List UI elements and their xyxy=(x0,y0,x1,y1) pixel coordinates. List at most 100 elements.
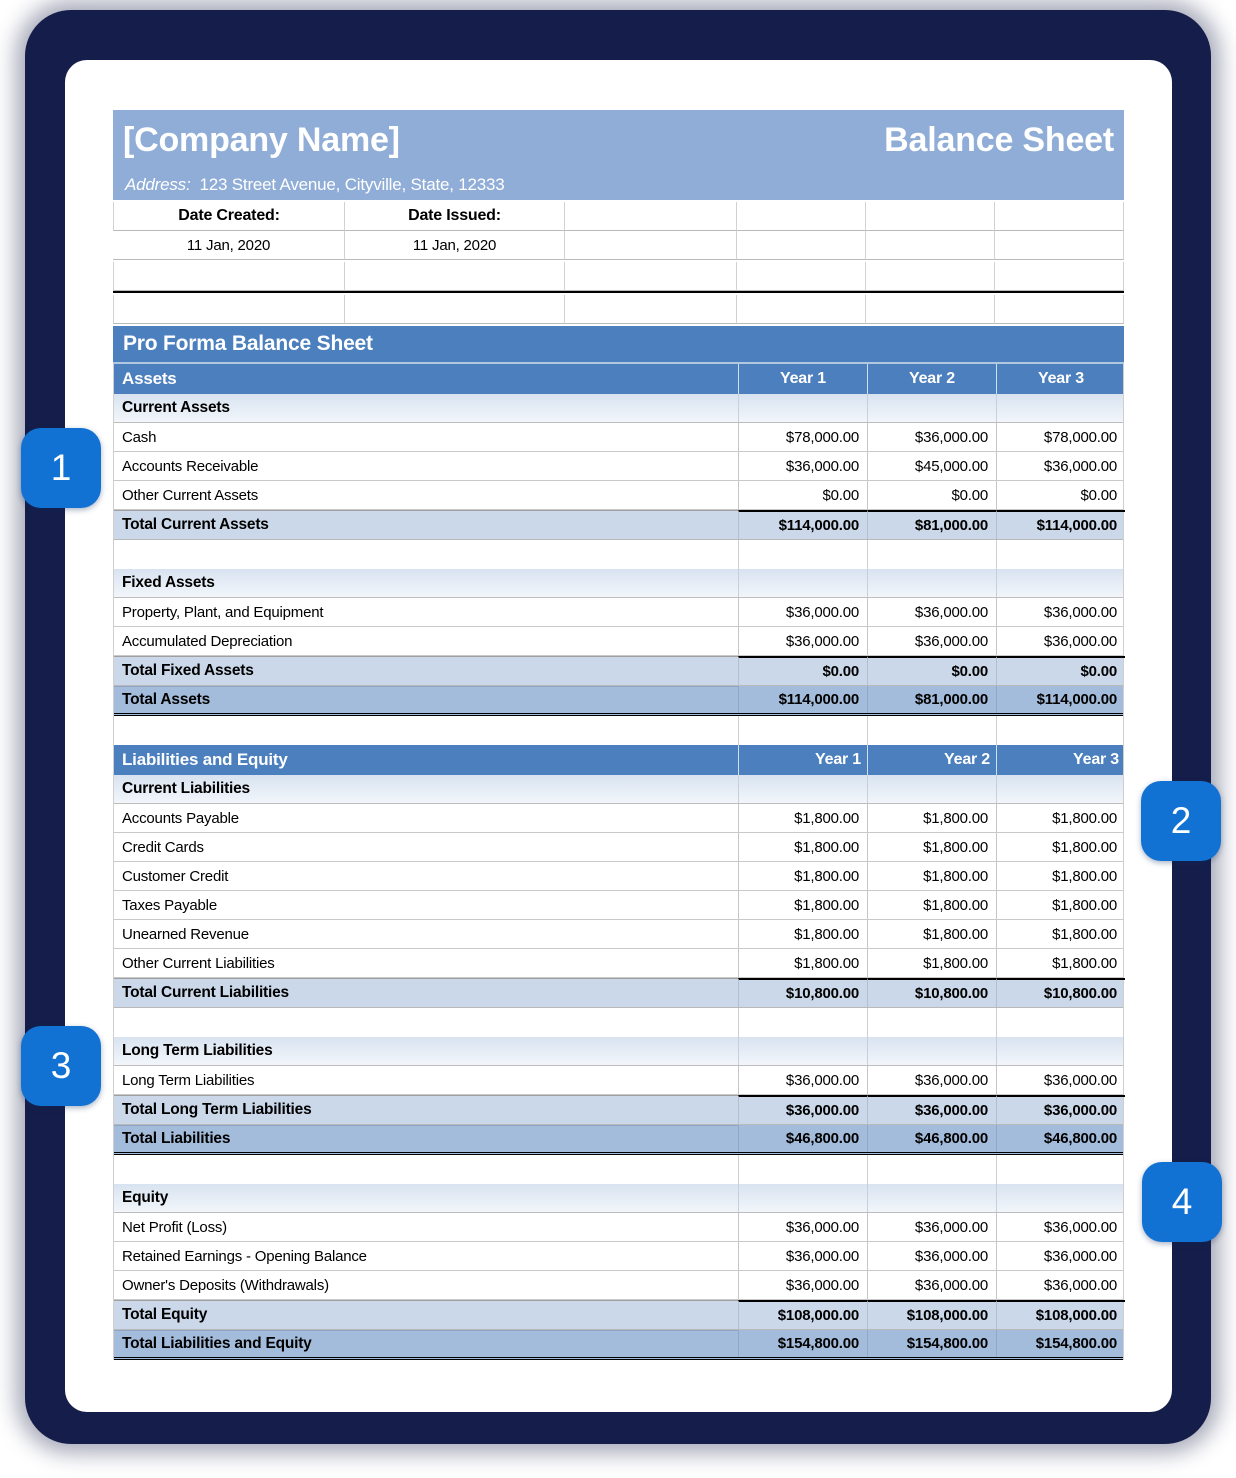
table-row-accounts-receivable: Accounts Receivable $36,000.00 $45,000.00 $… xyxy=(114,452,1123,481)
row-value xyxy=(867,394,996,422)
table-row-spacer xyxy=(114,716,1123,745)
address-label: Address: xyxy=(125,175,191,194)
table-row-total-long-term-liabilities: Total Long Term Liabilities $36,000.00 $36… xyxy=(114,1095,1125,1125)
row-label: Current Liabilities xyxy=(122,780,250,797)
row-value xyxy=(867,540,996,569)
step-badge-3[interactable]: 3 xyxy=(21,1026,101,1106)
row-value: $154,800.00 xyxy=(867,1330,996,1357)
liabilities-and-equity-table: Liabilities and Equity Year 1 Year 2 Year 3… xyxy=(113,745,1125,1360)
row-value xyxy=(996,775,1125,803)
row-value: $0.00 xyxy=(738,656,867,685)
row-value: $1,800.00 xyxy=(996,833,1125,861)
table-row-accounts-payable: Accounts Payable $1,800.00 $1,800.00 $1,800… xyxy=(114,804,1123,833)
table-row-customer-credit: Customer Credit $1,800.00 $1,800.00 $1,800.… xyxy=(114,862,1123,891)
row-value: $46,800.00 xyxy=(738,1125,867,1152)
table-row-other-current-liabilities: Other Current Liabilities $1,800.00 $1,800… xyxy=(114,949,1123,978)
row-value: $114,000.00 xyxy=(738,686,867,713)
row-value: $1,800.00 xyxy=(867,804,996,832)
company-header-top-row: [Company Name] Balance Sheet xyxy=(113,110,1124,170)
row-value: $36,000.00 xyxy=(738,1095,867,1124)
row-value: $1,800.00 xyxy=(738,804,867,832)
step-badge-2[interactable]: 2 xyxy=(1141,781,1221,861)
empty-cell xyxy=(737,231,866,260)
row-label: Property, Plant, and Equipment xyxy=(122,603,324,621)
row-label: Total Equity xyxy=(114,1300,738,1329)
row-label: Taxes Payable xyxy=(122,896,217,914)
address-row: Address: 123 Street Avenue, Cityville, S… xyxy=(113,170,1124,200)
year-column-header-1: Year 1 xyxy=(738,364,867,394)
row-value: $1,800.00 xyxy=(867,949,996,977)
row-value: $36,000.00 xyxy=(996,1213,1125,1241)
empty-cell xyxy=(866,231,995,260)
row-value: $1,800.00 xyxy=(867,891,996,919)
table-row-spacer xyxy=(114,1155,1123,1184)
row-value: $108,000.00 xyxy=(738,1300,867,1329)
table-header-row-assets: Assets Year 1 Year 2 Year 3 xyxy=(114,364,1123,394)
table-row-spacer xyxy=(114,540,1123,569)
row-value xyxy=(996,540,1125,569)
row-label xyxy=(114,1155,738,1184)
row-value: $36,000.00 xyxy=(867,627,996,655)
row-value: $36,000.00 xyxy=(738,1242,867,1270)
row-value xyxy=(996,1184,1125,1212)
row-value: $36,000.00 xyxy=(996,452,1125,480)
row-value: $36,000.00 xyxy=(738,1213,867,1241)
row-value: $1,800.00 xyxy=(738,891,867,919)
row-label xyxy=(114,716,738,745)
row-value: $1,800.00 xyxy=(996,920,1125,948)
step-badge-1[interactable]: 1 xyxy=(21,428,101,508)
row-value xyxy=(738,569,867,597)
table-row-fixed-assets: Fixed Assets xyxy=(114,569,1123,598)
row-value: $114,000.00 xyxy=(738,510,867,539)
table-row-long-term-liabilities: Long Term Liabilities $36,000.00 $36,000.0… xyxy=(114,1066,1123,1095)
row-value: $36,000.00 xyxy=(867,1242,996,1270)
row-value: $154,800.00 xyxy=(996,1330,1125,1357)
row-value: $36,000.00 xyxy=(738,452,867,480)
row-value: $1,800.00 xyxy=(996,862,1125,890)
table-header-label: Assets xyxy=(122,369,177,388)
row-label: Total Current Assets xyxy=(114,510,738,539)
row-label: Total Liabilities xyxy=(114,1125,738,1152)
row-value: $36,000.00 xyxy=(996,1271,1125,1299)
row-value: $0.00 xyxy=(867,481,996,509)
assets-table: Assets Year 1 Year 2 Year 3 Current Assets Ca… xyxy=(113,364,1125,745)
row-label: Customer Credit xyxy=(122,867,229,885)
row-value: $1,800.00 xyxy=(996,804,1125,832)
row-value xyxy=(996,716,1125,745)
empty-cell xyxy=(565,202,737,231)
row-value: $1,800.00 xyxy=(996,891,1125,919)
row-value xyxy=(867,716,996,745)
spreadsheet-area: [Company Name] Balance Sheet Address: 12… xyxy=(113,110,1125,1360)
table-header-row-liabilities-and-equity: Liabilities and Equity Year 1 Year 2 Year 3 xyxy=(114,745,1123,775)
row-value xyxy=(996,569,1125,597)
row-value xyxy=(867,1037,996,1065)
table-row-total-current-liabilities: Total Current Liabilities $10,800.00 $10,8… xyxy=(114,978,1125,1008)
row-label: Cash xyxy=(122,428,157,446)
row-value: $114,000.00 xyxy=(996,510,1125,539)
row-label: Accumulated Depreciation xyxy=(122,632,293,650)
row-value xyxy=(738,540,867,569)
table-row-total-liabilities-and-equity: Total Liabilities and Equity $154,800.00 $… xyxy=(114,1330,1123,1360)
row-value: $114,000.00 xyxy=(996,686,1125,713)
date-issued-value: 11 Jan, 2020 xyxy=(345,231,565,260)
row-value: $36,000.00 xyxy=(738,598,867,626)
row-value: $81,000.00 xyxy=(867,686,996,713)
row-value: $1,800.00 xyxy=(738,920,867,948)
table-row-current-liabilities: Current Liabilities xyxy=(114,775,1123,804)
row-label: Accounts Payable xyxy=(122,809,239,827)
step-badge-4[interactable]: 4 xyxy=(1142,1162,1222,1242)
row-value: $1,800.00 xyxy=(996,949,1125,977)
row-label: Long Term Liabilities xyxy=(122,1042,273,1059)
row-label: Total Liabilities and Equity xyxy=(114,1330,738,1357)
row-value xyxy=(738,1184,867,1212)
row-value: $36,000.00 xyxy=(867,423,996,451)
row-value xyxy=(867,1008,996,1037)
row-value: $36,000.00 xyxy=(996,1242,1125,1270)
year-column-header-2: Year 2 xyxy=(867,745,996,775)
row-value: $1,800.00 xyxy=(867,833,996,861)
table-row-other-current-assets: Other Current Assets $0.00 $0.00 $0.00 xyxy=(114,481,1123,510)
table-row-long-term-liabilities: Long Term Liabilities xyxy=(114,1037,1123,1066)
row-value xyxy=(867,569,996,597)
table-row-total-fixed-assets: Total Fixed Assets $0.00 $0.00 $0.00 xyxy=(114,656,1125,686)
row-value: $0.00 xyxy=(738,481,867,509)
